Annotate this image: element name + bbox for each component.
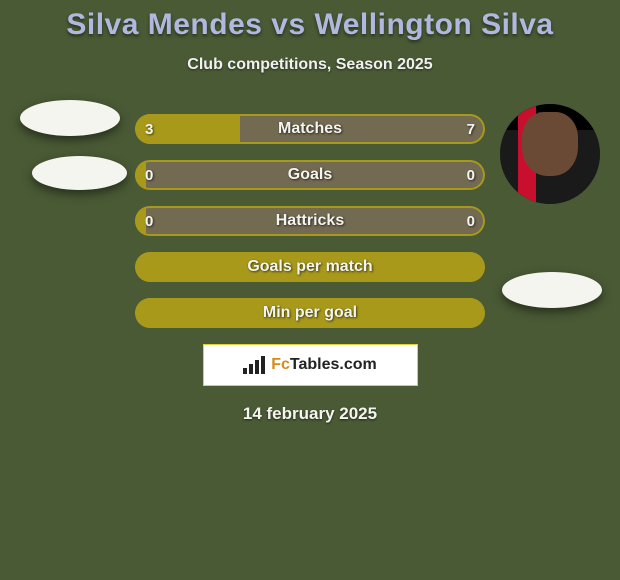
stat-label: Matches bbox=[135, 114, 485, 144]
brand-text: FcTables.com bbox=[271, 356, 377, 374]
avatar-right: W.F bbox=[500, 104, 600, 204]
avatar-shadow bbox=[32, 156, 127, 190]
stat-bars: 37Matches 00Goals 00Hattricks Goals per mat… bbox=[135, 114, 485, 328]
subtitle: Club competitions, Season 2025 bbox=[0, 56, 620, 74]
avatar-shadow bbox=[20, 100, 120, 136]
bar-chart-icon bbox=[243, 356, 265, 374]
brand-prefix: Fc bbox=[271, 356, 290, 374]
stat-label: Goals per match bbox=[135, 252, 485, 282]
stat-bar: 37Matches bbox=[135, 114, 485, 144]
stat-bar: 00Goals bbox=[135, 160, 485, 190]
stat-bar: Goals per match bbox=[135, 252, 485, 282]
brand-suffix: Tables.com bbox=[290, 356, 377, 374]
comparison-card: Silva Mendes vs Wellington Silva Club co… bbox=[0, 0, 620, 580]
stat-label: Goals bbox=[135, 160, 485, 190]
brand-box[interactable]: FcTables.com bbox=[203, 344, 418, 386]
stat-bar: 00Hattricks bbox=[135, 206, 485, 236]
avatar-shadow bbox=[502, 272, 602, 308]
stat-bar: Min per goal bbox=[135, 298, 485, 328]
main-area: W.F 37Matches00Goals00HattricksGoals per… bbox=[0, 114, 620, 424]
page-title: Silva Mendes vs Wellington Silva bbox=[0, 8, 620, 42]
date-label: 14 february 2025 bbox=[0, 404, 620, 424]
player-right: W.F bbox=[500, 104, 610, 204]
stat-label: Hattricks bbox=[135, 206, 485, 236]
stat-label: Min per goal bbox=[135, 298, 485, 328]
